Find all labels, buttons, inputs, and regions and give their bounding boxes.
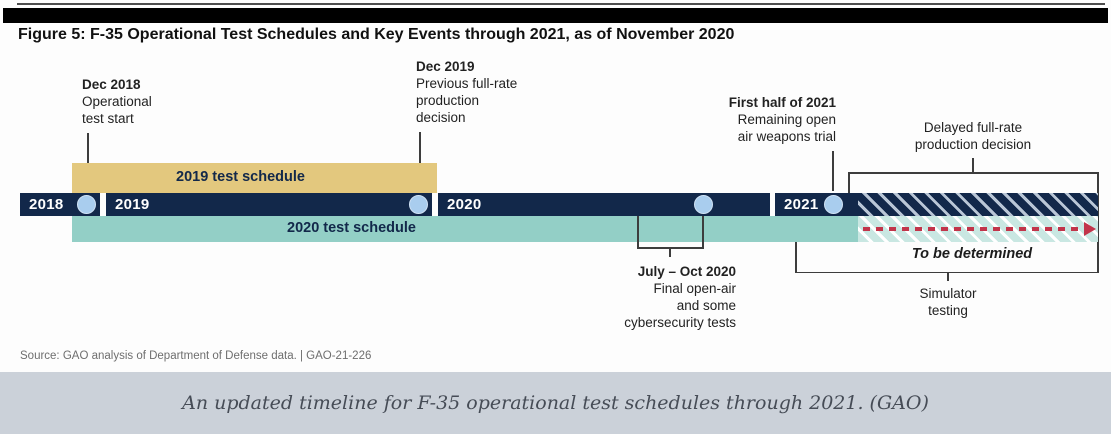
bracket-july-right-vertical bbox=[702, 216, 704, 248]
annotation-simulator-testing: Simulator testing bbox=[868, 285, 1028, 319]
schedule-bar-2019-label: 2019 test schedule bbox=[176, 169, 305, 185]
top-thin-rule bbox=[17, 3, 1105, 5]
caption-text: An updated timeline for F-35 operational… bbox=[182, 392, 929, 414]
year-label-2018: 2018 bbox=[29, 196, 64, 213]
annotation-first-half-2021: First half of 2021 Remaining open air we… bbox=[636, 94, 836, 145]
source-line: Source: GAO analysis of Department of De… bbox=[20, 350, 372, 362]
annotation-dec-2019-line2: production bbox=[416, 93, 480, 108]
annotation-dec-2019: Dec 2019 Previous full-rate production d… bbox=[416, 58, 517, 126]
bracket-bottom-center-tick bbox=[947, 272, 949, 281]
annotation-july-oct-2020-date: July – Oct 2020 bbox=[637, 264, 736, 279]
bracket-july-horizontal bbox=[637, 247, 704, 249]
annotation-july-oct-2020-line3: cybersecurity tests bbox=[624, 315, 736, 330]
annotation-first-half-2021-line2: air weapons trial bbox=[737, 129, 836, 144]
event-dot-july-oct-2020 bbox=[694, 195, 713, 214]
schedule-bar-2020-label: 2020 test schedule bbox=[287, 220, 416, 236]
year-label-2021: 2021 bbox=[784, 196, 819, 213]
annotation-dec-2019-line3: decision bbox=[416, 110, 466, 125]
bracket-bottom-left-vertical bbox=[795, 242, 797, 273]
annotation-dec-2018: Dec 2018 Operational test start bbox=[82, 76, 152, 127]
tbd-arrow-head-icon bbox=[1084, 222, 1096, 236]
annotation-delayed-frp: Delayed full-rate production decision bbox=[873, 119, 1073, 153]
bracket-top-horizontal bbox=[848, 172, 1099, 174]
year-segment-2021-hatched bbox=[858, 193, 1098, 216]
bracket-top-center-tick bbox=[972, 158, 974, 172]
schedule-bar-2019: 2019 test schedule bbox=[72, 163, 437, 193]
annotation-delayed-frp-line1: Delayed full-rate bbox=[923, 120, 1023, 135]
annotation-dec-2019-date: Dec 2019 bbox=[416, 59, 475, 74]
tbd-label: To be determined bbox=[911, 246, 1033, 262]
annotation-dec-2019-line1: Previous full-rate bbox=[416, 76, 518, 91]
schedule-bar-2020-hatched bbox=[858, 216, 1098, 242]
annotation-july-oct-2020: July – Oct 2020 Final open-air and some … bbox=[536, 263, 736, 331]
bracket-july-center-tick bbox=[669, 247, 671, 257]
schedule-bar-2020: 2020 test schedule bbox=[72, 216, 858, 242]
bracket-top-left-vertical bbox=[848, 172, 850, 193]
annotation-simulator-line2: testing bbox=[928, 303, 968, 318]
top-black-bar bbox=[3, 8, 1108, 23]
tbd-arrow-shaft bbox=[863, 227, 1085, 231]
figure-title: Figure 5: F-35 Operational Test Schedule… bbox=[18, 26, 735, 43]
bracket-july-left-vertical bbox=[637, 216, 639, 248]
annotation-first-half-2021-date: First half of 2021 bbox=[728, 95, 836, 110]
annotation-dec-2018-line1: Operational bbox=[82, 94, 152, 109]
year-label-2019: 2019 bbox=[115, 196, 150, 213]
annotation-dec-2018-date: Dec 2018 bbox=[82, 77, 141, 92]
annotation-delayed-frp-line2: production decision bbox=[914, 137, 1032, 152]
event-dot-dec-2018 bbox=[77, 195, 96, 214]
event-dot-dec-2019 bbox=[409, 195, 428, 214]
annotation-first-half-2021-line1: Remaining open bbox=[737, 112, 836, 127]
annotation-dec-2018-line2: test start bbox=[82, 111, 134, 126]
leader-line-first-half-2021 bbox=[832, 151, 834, 191]
year-segment-2020: 2020 bbox=[438, 193, 770, 216]
year-segment-2019: 2019 bbox=[106, 193, 432, 216]
leader-line-dec-2019 bbox=[419, 132, 421, 193]
caption-bar: An updated timeline for F-35 operational… bbox=[0, 372, 1111, 434]
year-label-2020: 2020 bbox=[447, 196, 482, 213]
event-dot-first-half-2021 bbox=[824, 195, 843, 214]
annotation-july-oct-2020-line2: and some bbox=[676, 298, 736, 313]
annotation-july-oct-2020-line1: Final open-air bbox=[653, 281, 736, 296]
annotation-simulator-line1: Simulator bbox=[919, 286, 977, 301]
bracket-bottom-horizontal bbox=[795, 271, 1098, 273]
